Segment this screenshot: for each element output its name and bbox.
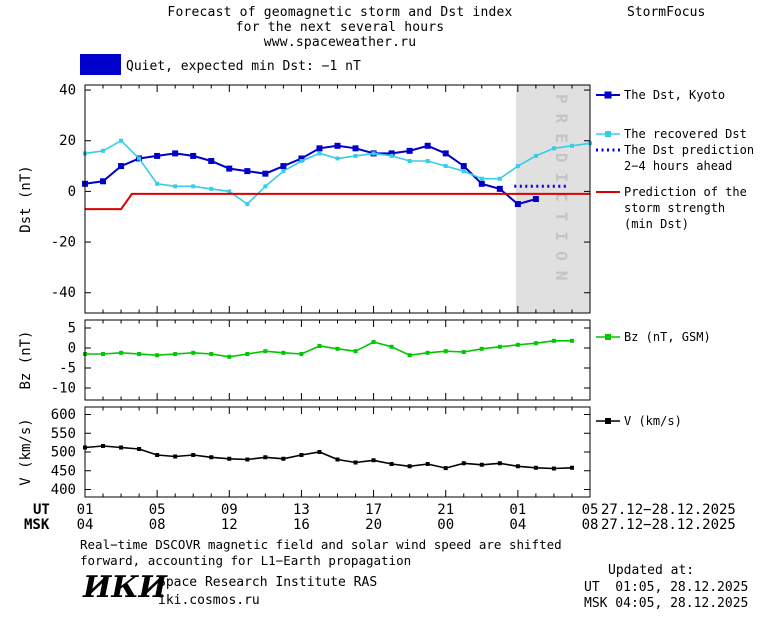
ut-tick-label: 17 [365, 502, 382, 518]
ut-date-range: 27.12−28.12.2025 [601, 502, 736, 518]
series-storm-prediction [85, 192, 590, 211]
chart-header: Forecast of geomagnetic storm and Dst in… [85, 5, 595, 50]
v-panel-border [84, 406, 591, 498]
legend-v-marker [605, 418, 611, 424]
legend-bz: Bz (nT, GSM) [596, 330, 711, 344]
updated-at-label: Updated at: [608, 563, 695, 578]
legend-recovered-label: The recovered Dst [624, 127, 747, 141]
dst-panel: 40 20 0 -20 -40 [51, 83, 592, 313]
dst-axis-title: Dst (nT) [18, 165, 34, 232]
series-bz-gsm [83, 338, 574, 359]
ut-tick-label: 09 [221, 502, 238, 518]
v-ytick-label: 600 [51, 407, 76, 423]
ut-tick-label: 01 [509, 502, 526, 518]
legend-prediction-label-1: The Dst prediction [624, 143, 754, 157]
bz-ytick-label: 5 [68, 321, 76, 337]
dst-ytick-label: -40 [51, 285, 76, 301]
msk-tick-label: 08 [582, 517, 599, 533]
legend-storm-label-1: Prediction of the [624, 185, 747, 199]
bz-ytick-label: -10 [51, 381, 76, 397]
bz-ytick-label: -5 [59, 361, 76, 377]
propagation-note-line-1: Real−time DSCOVR magnetic field and sola… [80, 537, 562, 552]
title-line-3: www.spaceweather.ru [263, 35, 417, 50]
legend-v-label: V (km/s) [624, 414, 682, 428]
legend-recovered-marker [605, 131, 611, 137]
msk-tick-label: 04 [509, 517, 526, 533]
legend-dst: The Dst, Kyoto The recovered Dst The Dst… [596, 88, 754, 231]
institute-name: Space Research Institute RAS [158, 575, 378, 590]
title-line-1: Forecast of geomagnetic storm and Dst in… [167, 5, 513, 20]
bz-ytick-label: 0 [68, 341, 76, 357]
bz-panel: 5 0 -5 -10 [51, 320, 591, 400]
dst-ticks: 40 20 0 -20 -40 [51, 83, 591, 313]
series-v-wind [83, 444, 574, 471]
updated-at-msk: MSK 04:05, 28.12.2025 [584, 596, 749, 611]
ut-tick-label: 13 [293, 502, 310, 518]
dst-ytick-label: -20 [51, 235, 76, 251]
ut-tick-label: 21 [437, 502, 454, 518]
bz-panel-border [84, 319, 591, 401]
legend-storm-label-3: (min Dst) [624, 217, 689, 231]
dst-panel-border [84, 84, 591, 314]
institute-site: iki.cosmos.ru [158, 593, 260, 608]
bz-axis-title: Bz (nT) [18, 330, 34, 389]
status-text: Quiet, expected min Dst: −1 nT [126, 59, 361, 74]
title-line-2: for the next several hours [235, 20, 445, 35]
v-axis-title: V (km/s) [18, 418, 34, 485]
v-ytick-label: 500 [51, 445, 76, 461]
v-ytick-label: 400 [51, 482, 76, 498]
v-ytick-label: 550 [51, 426, 76, 442]
legend-bz-marker [605, 334, 611, 340]
prediction-zone-label: PREDICTION [552, 94, 571, 290]
updated-at-ut: UT 01:05, 28.12.2025 [584, 580, 749, 595]
msk-tick-label: 04 [77, 517, 94, 533]
msk-tick-label: 16 [293, 517, 310, 533]
ut-row-label: UT [33, 502, 50, 518]
msk-tick-label: 08 [149, 517, 166, 533]
msk-row-label: MSK [24, 517, 50, 533]
legend-v: V (km/s) [596, 414, 682, 428]
status-color-swatch [80, 54, 121, 75]
brand-stormfocus: StormFocus [627, 5, 706, 20]
v-ticks: 600 550 500 450 400 [51, 407, 591, 498]
ut-tick-label: 05 [149, 502, 166, 518]
msk-tick-label: 20 [365, 517, 382, 533]
msk-date-range: 27.12−28.12.2025 [601, 517, 736, 533]
legend-kyoto-label: The Dst, Kyoto [624, 88, 725, 102]
dst-ytick-label: 0 [68, 184, 76, 200]
dst-panel-background [516, 85, 590, 313]
legend-kyoto-marker [604, 91, 612, 99]
msk-tick-label: 12 [221, 517, 238, 533]
legend-bz-label: Bz (nT, GSM) [624, 330, 711, 344]
series-recovered-dst [83, 138, 592, 207]
v-ytick-label: 450 [51, 463, 76, 479]
prediction-zone [516, 85, 590, 313]
msk-tick-label: 00 [437, 517, 454, 533]
forecast-chart: Dst (nT) Bz (nT) V (km/s) PREDICTION 40 2… [18, 83, 754, 533]
ut-tick-label: 01 [77, 502, 94, 518]
propagation-note-line-2: forward, accounting for L1−Earth propaga… [80, 553, 412, 568]
dst-ytick-label: 20 [59, 133, 76, 149]
ut-tick-label: 05 [582, 502, 599, 518]
bz-ticks: 5 0 -5 -10 [51, 320, 591, 400]
iki-logo: ИКИ [83, 570, 167, 605]
v-panel: 600 550 500 450 400 [51, 407, 591, 498]
legend-storm-label-2: storm strength [624, 201, 725, 215]
legend-prediction-label-2: 2−4 hours ahead [624, 159, 732, 173]
dst-ytick-label: 40 [59, 83, 76, 99]
